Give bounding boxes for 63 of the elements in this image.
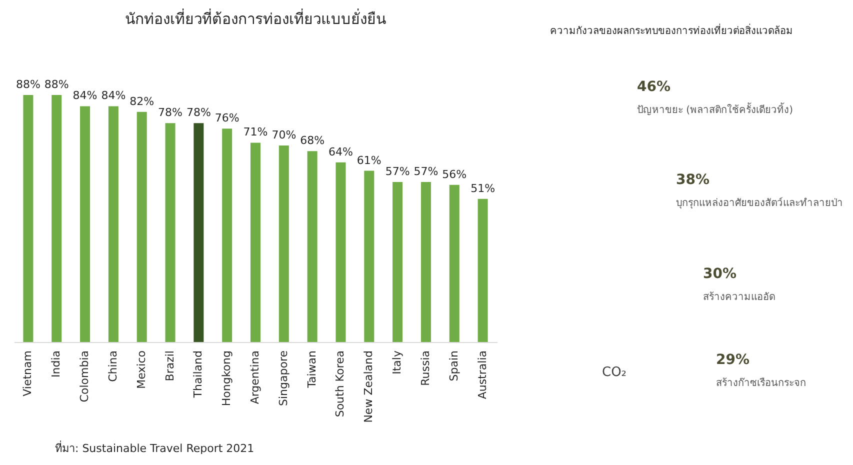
bar <box>307 151 318 342</box>
bar <box>108 106 118 342</box>
data-label: 61% <box>356 154 382 167</box>
bar <box>336 162 346 342</box>
x-tick-label: Brazil <box>163 350 176 382</box>
data-label: 51% <box>470 182 496 195</box>
text: ปัญหาขยะ (พลาสติกใช้ครั้งเดียวทิ้ง) <box>637 102 794 116</box>
data-label: 57% <box>414 165 438 178</box>
bar <box>23 95 34 342</box>
bar <box>364 170 374 342</box>
bar <box>52 95 62 342</box>
x-tick-label: Colombia <box>78 350 92 402</box>
text: สร้างความแออัด <box>703 291 775 303</box>
bar <box>165 123 176 342</box>
data-label: 78% <box>186 106 211 120</box>
bar <box>449 184 460 342</box>
x-tick-label: India <box>50 350 63 378</box>
x-tick-label: Australia <box>476 350 489 400</box>
x-tick-label: Russia <box>418 350 432 386</box>
x-tick-label: Spain <box>447 350 460 382</box>
bar <box>136 112 147 342</box>
x-tick-label: Taiwan <box>305 350 318 389</box>
text: บุกรุกแหล่งอาศัยของสัตว์และทำลายป่า <box>676 197 843 209</box>
bar <box>392 182 403 342</box>
chart-title: นักท่องเที่ยวที่ต้องการท่องเที่ยวแบบยั่งยืน <box>125 8 386 28</box>
data-label: 82% <box>130 94 154 108</box>
text: 29% <box>716 352 750 368</box>
x-tick-label: New Zealand <box>362 350 376 423</box>
data-label: 78% <box>158 106 182 120</box>
text: 30% <box>703 266 737 282</box>
data-label: 88% <box>16 78 40 91</box>
bar <box>478 198 488 342</box>
text: 46% <box>637 79 671 95</box>
data-label: 68% <box>300 134 325 148</box>
text: ที่มา: Sustainable Travel Report 2021 <box>55 440 254 455</box>
data-label: 84% <box>72 89 98 102</box>
data-label: 70% <box>272 128 296 142</box>
bar <box>222 128 232 342</box>
x-tick-label: Singapore <box>276 350 290 406</box>
data-label: 84% <box>101 89 126 102</box>
bar <box>80 106 90 342</box>
x-tick-label: Thailand <box>192 350 205 399</box>
x-tick-label: South Korea <box>334 350 347 418</box>
data-label: 56% <box>442 168 467 181</box>
x-tick-label: Argentina <box>248 350 262 404</box>
bar <box>250 142 260 342</box>
text: สร้างก๊าซเรือนกระจก <box>716 377 806 389</box>
data-label: 88% <box>44 78 69 91</box>
bar <box>420 182 431 342</box>
text: CO₂ <box>602 365 627 380</box>
data-label: 57% <box>385 165 410 178</box>
x-tick-label: Mexico <box>134 350 148 389</box>
x-tick-label: Vietnam <box>21 350 34 396</box>
x-tick-label: China <box>106 350 120 382</box>
x-tick-label: Hongkong <box>220 350 234 406</box>
text: ความกังวลของผลกระทบของการท่องเที่ยวต่อสิ่งแวดล้อม <box>550 23 793 37</box>
bar <box>194 123 204 342</box>
data-label: 64% <box>328 145 353 158</box>
data-label: 71% <box>243 126 268 139</box>
x-tick-label: Italy <box>390 350 404 374</box>
text: 38% <box>676 172 710 188</box>
data-label: 76% <box>214 112 240 125</box>
bar <box>278 146 289 342</box>
